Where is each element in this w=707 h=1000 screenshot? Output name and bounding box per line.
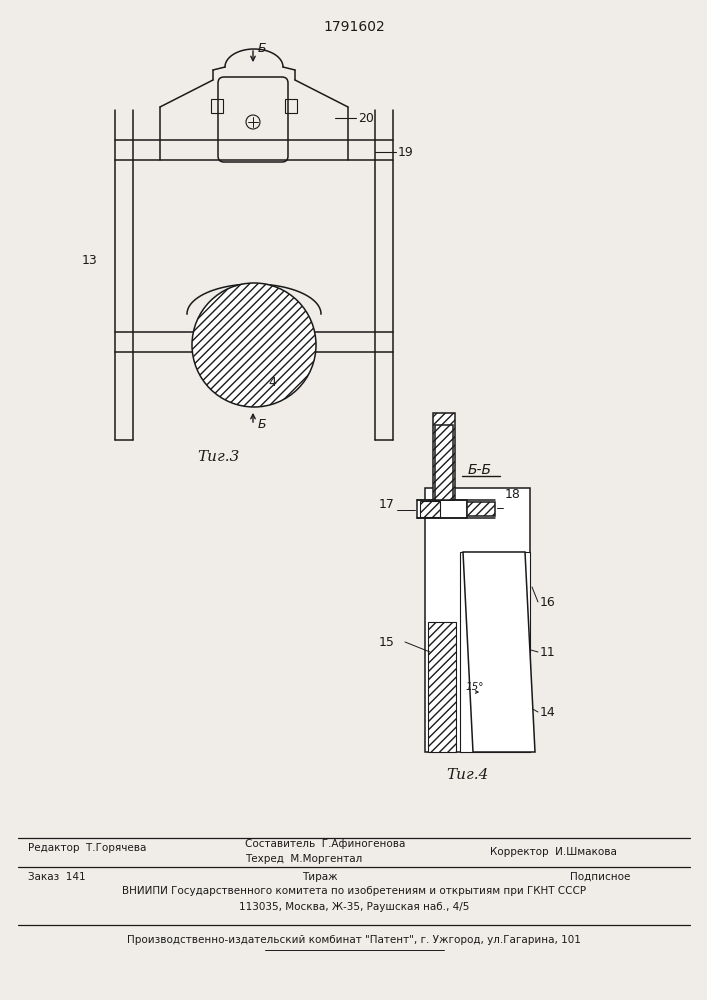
Text: 4: 4 [268, 375, 276, 388]
Text: Редактор  Т.Горячева: Редактор Т.Горячева [28, 843, 146, 853]
Bar [428, 622, 456, 752]
Text: Б: Б [258, 41, 267, 54]
Bar [433, 413, 455, 513]
Text: ВНИИПИ Государственного комитета по изобретениям и открытиям при ГКНТ СССР: ВНИИПИ Государственного комитета по изоб… [122, 886, 586, 896]
Text: Б: Б [258, 418, 267, 432]
Text: 15: 15 [379, 636, 395, 648]
Text: 20: 20 [358, 111, 374, 124]
Text: Б-Б: Б-Б [468, 463, 492, 477]
Text: 18: 18 [505, 488, 521, 502]
Bar [467, 502, 495, 516]
Text: Техред  М.Моргентал: Техред М.Моргентал [245, 854, 362, 864]
Text: Производственно-издательский комбинат "Патент", г. Ужгород, ул.Гагарина, 101: Производственно-издательский комбинат "П… [127, 935, 581, 945]
Text: 16: 16 [540, 595, 556, 608]
Text: 113035, Москва, Ж-35, Раушская наб., 4/5: 113035, Москва, Ж-35, Раушская наб., 4/5 [239, 902, 469, 912]
Text: Корректор  И.Шмакова: Корректор И.Шмакова [490, 847, 617, 857]
Text: 19: 19 [398, 145, 414, 158]
Text: 17: 17 [379, 497, 395, 510]
Text: 13: 13 [82, 253, 98, 266]
Bar [425, 488, 530, 752]
Text: 14: 14 [540, 706, 556, 718]
Text: 11: 11 [540, 646, 556, 658]
Text: Заказ  141: Заказ 141 [28, 872, 86, 882]
Bar [420, 501, 440, 517]
Text: Составитель  Г.Афиногенова: Составитель Г.Афиногенова [245, 839, 405, 849]
Bar [417, 500, 467, 518]
Text: Подписное: Подписное [570, 872, 631, 882]
Text: 1791602: 1791602 [323, 20, 385, 34]
Bar [211, 99, 223, 113]
Circle shape [192, 283, 316, 407]
Bar [460, 552, 530, 752]
Text: Τиг.4: Τиг.4 [446, 768, 489, 782]
Text: Тираж: Тираж [302, 872, 338, 882]
Bar [285, 99, 297, 113]
Bar [435, 425, 453, 500]
Text: Τиг.3: Τиг.3 [197, 450, 239, 464]
Text: 15°: 15° [465, 682, 484, 692]
Polygon shape [463, 552, 535, 752]
